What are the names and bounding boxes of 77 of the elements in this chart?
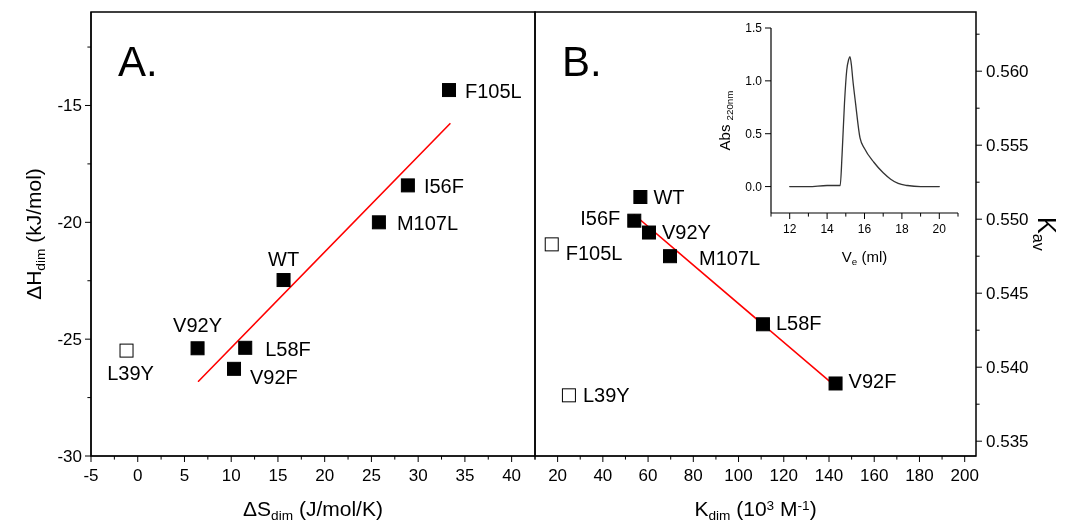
x-tick-label: 20 — [548, 466, 568, 485]
x-tick-label: -5 — [83, 466, 99, 485]
annotation: WT — [653, 186, 685, 208]
y-tick-label: -20 — [57, 213, 82, 233]
point — [663, 249, 678, 264]
x-tick-label: 80 — [683, 466, 703, 485]
point — [561, 388, 576, 403]
x-tick-label: 20 — [315, 466, 335, 485]
annotation: L58F — [265, 337, 311, 360]
y2-tick-label: 0.555 — [986, 136, 1029, 156]
annotation: M107L — [699, 247, 761, 270]
x-tick-label: 18 — [895, 222, 909, 236]
annotation: V92Y — [661, 220, 711, 243]
x-tick-label: 14 — [820, 222, 835, 236]
y2-tick-label: 0.535 — [986, 432, 1029, 452]
y-tick-label: 1.0 — [745, 74, 763, 89]
point — [190, 341, 205, 356]
annotation: WT — [268, 248, 300, 271]
line-series — [789, 55, 940, 188]
point — [828, 376, 843, 391]
x-axis-title: V$_{e}$ (ml) — [841, 248, 888, 267]
y-tick-label: 0.5 — [745, 126, 763, 141]
point — [544, 237, 559, 252]
x-tick-label: 100 — [724, 466, 753, 485]
point — [238, 340, 253, 355]
annotation: L39Y — [582, 384, 630, 407]
text: A. — [118, 38, 158, 85]
annotation: V92Y — [173, 314, 223, 337]
point — [755, 317, 770, 332]
x-tick-label: 200 — [950, 466, 979, 485]
x-tick-label: 40 — [502, 466, 522, 485]
y-tick-label: 0.0 — [745, 179, 763, 194]
annotation: V92F — [848, 370, 897, 393]
point — [400, 178, 415, 193]
x-tick-label: 140 — [814, 466, 844, 485]
annotation: V92F — [250, 365, 298, 388]
point — [371, 215, 386, 230]
x-tick-label: 16 — [857, 222, 872, 236]
x-tick-label: 0 — [133, 466, 143, 485]
annotation: F105L — [565, 242, 623, 265]
y-tick-label: -30 — [57, 446, 82, 466]
x-tick-label: 30 — [408, 466, 428, 485]
x-axis-title: K$_{dim}$ (10$^{3}$ M$^{-1}$) — [694, 497, 817, 524]
x-tick-label: 35 — [455, 466, 475, 485]
y2-tick-label: 0.545 — [986, 284, 1029, 304]
point — [627, 213, 642, 228]
x-tick-label: 40 — [593, 466, 613, 485]
annotation: I56F — [423, 175, 464, 198]
point — [227, 361, 242, 376]
x-tick-label: 15 — [268, 466, 288, 485]
x-tick-label: 20 — [932, 222, 947, 236]
point — [119, 343, 134, 358]
annotation: L58F — [775, 312, 822, 335]
y2-tick-label: 0.560 — [986, 62, 1029, 82]
x-tick-label: 120 — [769, 466, 798, 485]
y2-tick-label: 0.550 — [986, 210, 1029, 230]
annotation: L39Y — [107, 361, 154, 384]
y-tick-label: 1.5 — [745, 21, 763, 36]
y2-tick-label: 0.540 — [986, 358, 1029, 378]
y-tick-label: -25 — [57, 330, 82, 350]
y-tick-label: -15 — [57, 96, 82, 116]
x-tick-label: 60 — [638, 466, 658, 485]
point — [276, 273, 291, 288]
x-tick-label: 25 — [361, 466, 381, 485]
point — [641, 225, 656, 240]
annotation: I56F — [580, 206, 621, 229]
annotation: M107L — [396, 212, 459, 235]
x-tick-label: 12 — [783, 222, 797, 236]
annotation: F105L — [465, 80, 522, 103]
x-tick-label: 5 — [179, 466, 190, 485]
text: B. — [562, 38, 602, 85]
x-tick-label: 180 — [905, 466, 934, 485]
x-axis-title: ΔS$_{dim}$ (J/mol/K) — [243, 497, 383, 524]
x-tick-label: 10 — [221, 466, 241, 485]
x-tick-label: 160 — [860, 466, 889, 485]
point — [442, 83, 456, 98]
point — [633, 190, 648, 204]
